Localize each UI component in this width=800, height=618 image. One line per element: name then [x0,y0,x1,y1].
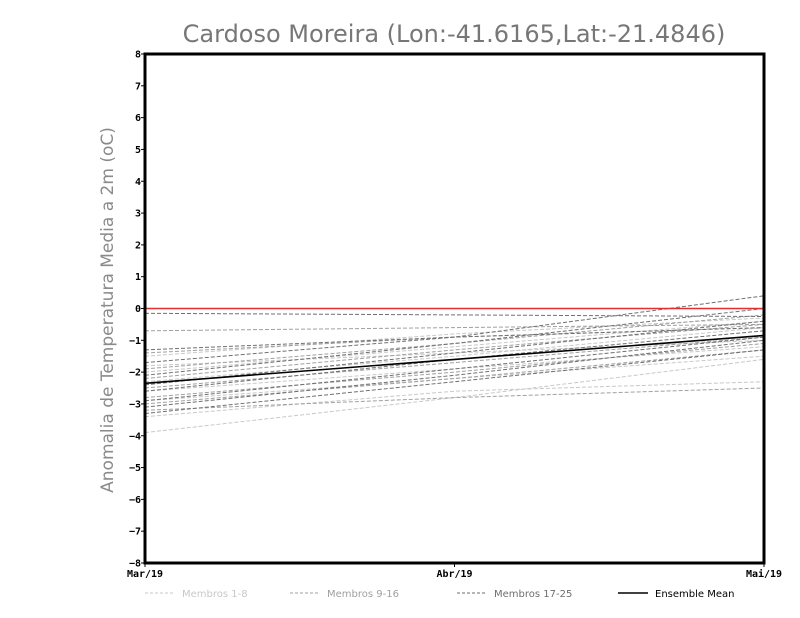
series-layer [144,295,765,434]
y-tick-label: 1 [135,272,141,283]
x-tick-label: Mar/19 [127,569,163,580]
member-line-1 [144,358,765,434]
member-line-8 [144,317,765,357]
legend-label: Membros 17-25 [494,589,572,600]
y-tick-label: 8 [135,50,141,61]
y-tick-label: −2 [129,368,141,379]
member-line-21 [144,320,765,386]
member-line-20 [144,330,765,392]
member-line-19 [144,336,765,402]
y-tick-label: 7 [135,81,141,92]
y-tick-label: 6 [135,113,141,124]
x-ticks: Mar/19 Abr/19 Mai/19 [127,563,782,580]
y-ticks: 8 7 6 5 4 3 2 1 0 −1 −2 −3 −4 −5 −6 −7 −8 [129,50,145,570]
legend-label: Ensemble Mean [655,589,734,600]
x-tick-label: Abr/19 [436,569,472,580]
member-line-13 [144,323,765,379]
y-tick-label: −1 [129,336,141,347]
member-line-6 [144,320,765,373]
member-line-22 [144,308,765,376]
member-line-5 [144,327,765,383]
y-tick-label: −6 [129,495,141,506]
chart-title: Cardoso Moreira (Lon:-41.6165,Lat:-21.48… [183,20,726,48]
member-line-25 [144,312,765,317]
member-line-12 [144,336,765,389]
member-line-9 [144,387,765,411]
member-line-17 [144,349,765,414]
member-line-18 [144,339,765,408]
y-tick-label: −4 [129,431,141,442]
member-line-16 [144,323,765,332]
legend-label: Membros 1-8 [182,589,248,600]
y-tick-label: 4 [135,177,141,188]
member-line-2 [144,381,765,418]
member-line-10 [144,349,765,405]
ensemble-mean-layer [144,334,765,385]
ensemble-mean-line [144,334,765,385]
member-line-11 [144,343,765,399]
y-tick-label: 3 [135,209,141,220]
legend-label: Membros 9-16 [327,589,399,600]
y-tick-label: 0 [135,304,141,315]
y-tick-label: −3 [129,399,141,410]
member-line-4 [144,346,765,392]
member-line-14 [144,314,765,370]
y-tick-label: −7 [129,527,141,538]
y-tick-label: 2 [135,240,141,251]
member-line-24 [144,327,765,351]
y-tick-label: −5 [129,463,141,474]
legend: Membros 1-8 Membros 9-16 Membros 17-25 Ense… [145,589,734,600]
member-line-3 [144,355,765,402]
y-tick-label: 5 [135,145,141,156]
y-tick-label: −8 [129,559,141,570]
y-axis-label: Anomalia de Temperatura Media a 2m (oC) [98,127,118,493]
member-line-23 [144,295,765,364]
x-tick-label: Mai/19 [746,568,782,580]
member-line-7 [144,339,765,367]
